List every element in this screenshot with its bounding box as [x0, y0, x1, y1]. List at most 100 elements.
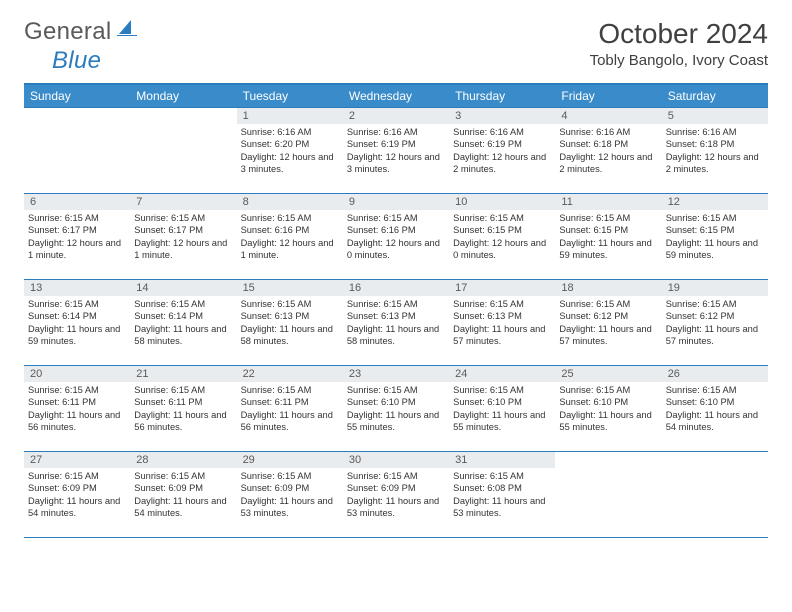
day-details: Sunrise: 6:16 AMSunset: 6:19 PMDaylight:…	[449, 124, 555, 179]
brand-logo: General	[24, 18, 139, 46]
day-number: 12	[662, 194, 768, 210]
day-header: Friday	[555, 84, 661, 108]
calendar-cell: 9Sunrise: 6:15 AMSunset: 6:16 PMDaylight…	[343, 194, 449, 280]
calendar-table: SundayMondayTuesdayWednesdayThursdayFrid…	[24, 83, 768, 538]
calendar-cell: 18Sunrise: 6:15 AMSunset: 6:12 PMDayligh…	[555, 280, 661, 366]
day-number: 28	[130, 452, 236, 468]
day-details: Sunrise: 6:15 AMSunset: 6:15 PMDaylight:…	[449, 210, 555, 265]
day-number: 18	[555, 280, 661, 296]
calendar-cell: 19Sunrise: 6:15 AMSunset: 6:12 PMDayligh…	[662, 280, 768, 366]
calendar-cell: 8Sunrise: 6:15 AMSunset: 6:16 PMDaylight…	[237, 194, 343, 280]
day-details: Sunrise: 6:16 AMSunset: 6:18 PMDaylight:…	[555, 124, 661, 179]
day-details: Sunrise: 6:15 AMSunset: 6:11 PMDaylight:…	[130, 382, 236, 437]
day-number: 7	[130, 194, 236, 210]
day-number: 3	[449, 108, 555, 124]
calendar-cell: 7Sunrise: 6:15 AMSunset: 6:17 PMDaylight…	[130, 194, 236, 280]
day-number: 23	[343, 366, 449, 382]
day-details: Sunrise: 6:15 AMSunset: 6:14 PMDaylight:…	[24, 296, 130, 351]
day-header: Tuesday	[237, 84, 343, 108]
day-details: Sunrise: 6:15 AMSunset: 6:10 PMDaylight:…	[555, 382, 661, 437]
day-number: 13	[24, 280, 130, 296]
calendar-cell: 31Sunrise: 6:15 AMSunset: 6:08 PMDayligh…	[449, 452, 555, 538]
calendar-body: 1Sunrise: 6:16 AMSunset: 6:20 PMDaylight…	[24, 108, 768, 538]
day-number: 29	[237, 452, 343, 468]
day-header: Wednesday	[343, 84, 449, 108]
calendar-cell: 12Sunrise: 6:15 AMSunset: 6:15 PMDayligh…	[662, 194, 768, 280]
calendar-week: 13Sunrise: 6:15 AMSunset: 6:14 PMDayligh…	[24, 280, 768, 366]
day-details: Sunrise: 6:15 AMSunset: 6:08 PMDaylight:…	[449, 468, 555, 523]
calendar-cell: 10Sunrise: 6:15 AMSunset: 6:15 PMDayligh…	[449, 194, 555, 280]
day-details: Sunrise: 6:15 AMSunset: 6:13 PMDaylight:…	[343, 296, 449, 351]
calendar-cell: 5Sunrise: 6:16 AMSunset: 6:18 PMDaylight…	[662, 108, 768, 194]
day-details: Sunrise: 6:15 AMSunset: 6:13 PMDaylight:…	[237, 296, 343, 351]
day-number: 19	[662, 280, 768, 296]
calendar-cell	[662, 452, 768, 538]
day-number: 5	[662, 108, 768, 124]
calendar-cell: 3Sunrise: 6:16 AMSunset: 6:19 PMDaylight…	[449, 108, 555, 194]
calendar-cell	[24, 108, 130, 194]
brand-word-2: Blue	[52, 47, 101, 74]
day-number: 15	[237, 280, 343, 296]
day-number: 17	[449, 280, 555, 296]
day-number: 24	[449, 366, 555, 382]
calendar-cell: 27Sunrise: 6:15 AMSunset: 6:09 PMDayligh…	[24, 452, 130, 538]
day-details: Sunrise: 6:15 AMSunset: 6:16 PMDaylight:…	[237, 210, 343, 265]
calendar-cell: 15Sunrise: 6:15 AMSunset: 6:13 PMDayligh…	[237, 280, 343, 366]
calendar-cell: 13Sunrise: 6:15 AMSunset: 6:14 PMDayligh…	[24, 280, 130, 366]
day-number: 30	[343, 452, 449, 468]
day-details: Sunrise: 6:16 AMSunset: 6:20 PMDaylight:…	[237, 124, 343, 179]
calendar-week: 27Sunrise: 6:15 AMSunset: 6:09 PMDayligh…	[24, 452, 768, 538]
day-details: Sunrise: 6:15 AMSunset: 6:10 PMDaylight:…	[449, 382, 555, 437]
day-details: Sunrise: 6:15 AMSunset: 6:15 PMDaylight:…	[662, 210, 768, 265]
day-number: 4	[555, 108, 661, 124]
title-block: October 2024 Tobly Bangolo, Ivory Coast	[590, 18, 768, 69]
day-header: Sunday	[24, 84, 130, 108]
day-number: 2	[343, 108, 449, 124]
day-number: 26	[662, 366, 768, 382]
calendar-week: 1Sunrise: 6:16 AMSunset: 6:20 PMDaylight…	[24, 108, 768, 194]
day-number: 27	[24, 452, 130, 468]
day-details: Sunrise: 6:16 AMSunset: 6:18 PMDaylight:…	[662, 124, 768, 179]
day-details: Sunrise: 6:15 AMSunset: 6:09 PMDaylight:…	[24, 468, 130, 523]
calendar-cell: 1Sunrise: 6:16 AMSunset: 6:20 PMDaylight…	[237, 108, 343, 194]
calendar-cell: 29Sunrise: 6:15 AMSunset: 6:09 PMDayligh…	[237, 452, 343, 538]
calendar-cell: 21Sunrise: 6:15 AMSunset: 6:11 PMDayligh…	[130, 366, 236, 452]
day-number: 1	[237, 108, 343, 124]
calendar-cell: 28Sunrise: 6:15 AMSunset: 6:09 PMDayligh…	[130, 452, 236, 538]
day-details: Sunrise: 6:16 AMSunset: 6:19 PMDaylight:…	[343, 124, 449, 179]
calendar-cell	[130, 108, 236, 194]
day-details: Sunrise: 6:15 AMSunset: 6:10 PMDaylight:…	[662, 382, 768, 437]
calendar-cell: 30Sunrise: 6:15 AMSunset: 6:09 PMDayligh…	[343, 452, 449, 538]
day-header: Saturday	[662, 84, 768, 108]
day-number: 8	[237, 194, 343, 210]
month-title: October 2024	[590, 18, 768, 50]
calendar-cell: 6Sunrise: 6:15 AMSunset: 6:17 PMDaylight…	[24, 194, 130, 280]
brand-word-1: General	[24, 18, 111, 46]
day-number: 11	[555, 194, 661, 210]
calendar-cell	[555, 452, 661, 538]
calendar-cell: 14Sunrise: 6:15 AMSunset: 6:14 PMDayligh…	[130, 280, 236, 366]
day-details: Sunrise: 6:15 AMSunset: 6:12 PMDaylight:…	[555, 296, 661, 351]
day-details: Sunrise: 6:15 AMSunset: 6:11 PMDaylight:…	[237, 382, 343, 437]
day-number: 31	[449, 452, 555, 468]
day-details: Sunrise: 6:15 AMSunset: 6:17 PMDaylight:…	[130, 210, 236, 265]
calendar-cell: 17Sunrise: 6:15 AMSunset: 6:13 PMDayligh…	[449, 280, 555, 366]
calendar-cell: 4Sunrise: 6:16 AMSunset: 6:18 PMDaylight…	[555, 108, 661, 194]
day-details: Sunrise: 6:15 AMSunset: 6:11 PMDaylight:…	[24, 382, 130, 437]
calendar-week: 6Sunrise: 6:15 AMSunset: 6:17 PMDaylight…	[24, 194, 768, 280]
calendar-head: SundayMondayTuesdayWednesdayThursdayFrid…	[24, 84, 768, 108]
day-details: Sunrise: 6:15 AMSunset: 6:13 PMDaylight:…	[449, 296, 555, 351]
calendar-cell: 11Sunrise: 6:15 AMSunset: 6:15 PMDayligh…	[555, 194, 661, 280]
calendar-cell: 25Sunrise: 6:15 AMSunset: 6:10 PMDayligh…	[555, 366, 661, 452]
day-number: 21	[130, 366, 236, 382]
day-details: Sunrise: 6:15 AMSunset: 6:12 PMDaylight:…	[662, 296, 768, 351]
day-details: Sunrise: 6:15 AMSunset: 6:09 PMDaylight:…	[130, 468, 236, 523]
day-number: 22	[237, 366, 343, 382]
day-number: 25	[555, 366, 661, 382]
day-details: Sunrise: 6:15 AMSunset: 6:17 PMDaylight:…	[24, 210, 130, 265]
calendar-cell: 2Sunrise: 6:16 AMSunset: 6:19 PMDaylight…	[343, 108, 449, 194]
day-number: 6	[24, 194, 130, 210]
calendar-cell: 24Sunrise: 6:15 AMSunset: 6:10 PMDayligh…	[449, 366, 555, 452]
calendar-cell: 16Sunrise: 6:15 AMSunset: 6:13 PMDayligh…	[343, 280, 449, 366]
day-header-row: SundayMondayTuesdayWednesdayThursdayFrid…	[24, 84, 768, 108]
